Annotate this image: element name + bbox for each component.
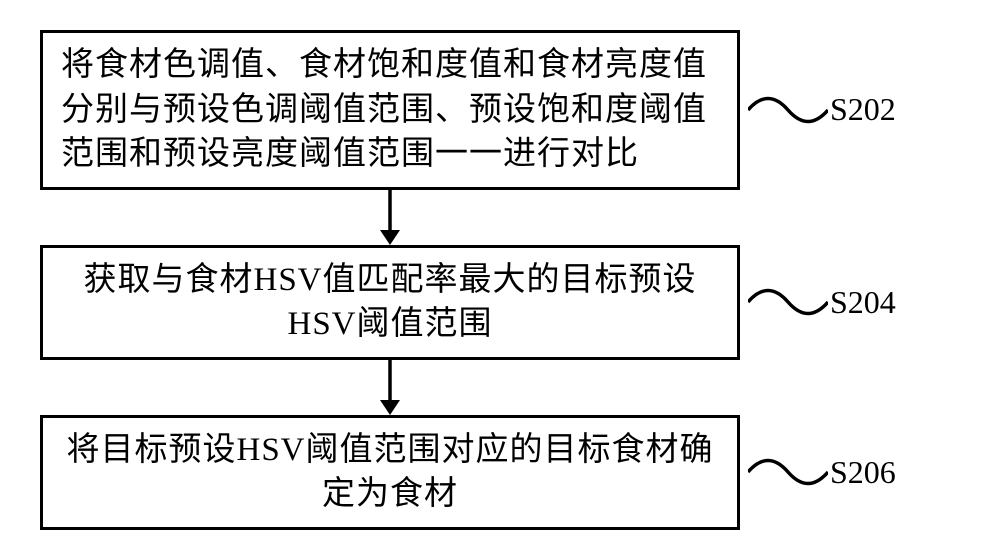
connector-1: S202 (748, 85, 896, 135)
step-text-2: 获取与食材HSV值匹配率最大的目标预设HSV阈值范围 (83, 262, 696, 343)
step-row-2: 获取与食材HSV值匹配率最大的目标预设HSV阈值范围 S204 (40, 245, 960, 360)
flowchart-container: 将食材色调值、食材饱和度值和食材亮度值分别与预设色调阈值范围、预设饱和度阈值范围… (40, 30, 960, 530)
wave-icon (748, 85, 828, 135)
step-label-3: S206 (830, 454, 896, 491)
wave-icon (748, 447, 828, 497)
step-box-1: 将食材色调值、食材饱和度值和食材亮度值分别与预设色调阈值范围、预设饱和度阈值范围… (40, 30, 740, 190)
step-box-2: 获取与食材HSV值匹配率最大的目标预设HSV阈值范围 (40, 245, 740, 360)
arrow-wrap-1 (40, 190, 740, 245)
step-text-1: 将食材色调值、食材饱和度值和食材亮度值分别与预设色调阈值范围、预设饱和度阈值范围… (61, 47, 707, 172)
step-row-1: 将食材色调值、食材饱和度值和食材亮度值分别与预设色调阈值范围、预设饱和度阈值范围… (40, 30, 960, 190)
arrow-down-icon (375, 190, 405, 245)
wave-icon (748, 277, 828, 327)
step-text-3: 将目标预设HSV阈值范围对应的目标食材确定为食材 (66, 432, 713, 513)
step-box-3: 将目标预设HSV阈值范围对应的目标食材确定为食材 (40, 415, 740, 530)
step-label-2: S204 (830, 284, 896, 321)
arrow-down-icon (375, 360, 405, 415)
step-label-1: S202 (830, 91, 896, 128)
arrow-wrap-2 (40, 360, 740, 415)
connector-3: S206 (748, 447, 896, 497)
step-row-3: 将目标预设HSV阈值范围对应的目标食材确定为食材 S206 (40, 415, 960, 530)
connector-2: S204 (748, 277, 896, 327)
